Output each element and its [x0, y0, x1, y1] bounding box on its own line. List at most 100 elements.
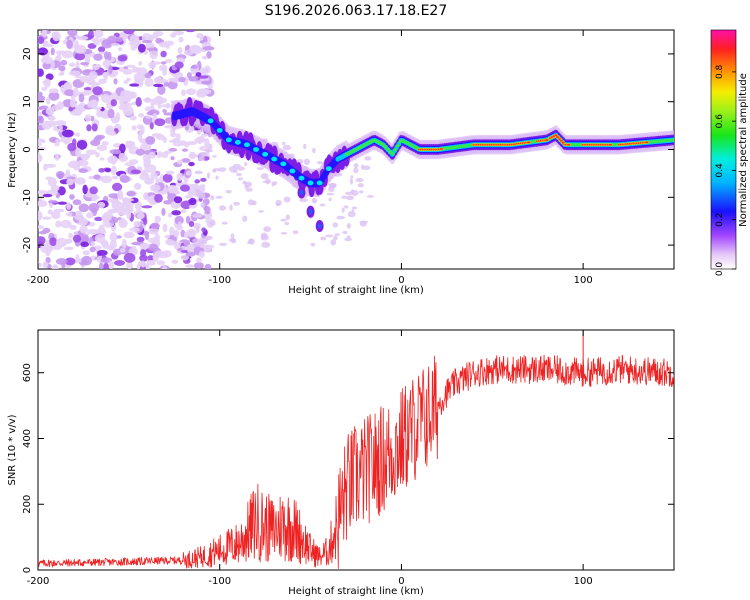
noise-cell	[76, 35, 89, 41]
noise-cell	[167, 212, 173, 218]
noise-cell	[157, 84, 166, 95]
noise-cell	[96, 249, 108, 256]
noise-cell	[57, 201, 68, 205]
noise-cell	[171, 210, 182, 216]
noise-cell	[157, 104, 162, 109]
noise-cell	[263, 226, 272, 232]
noise-cell	[150, 184, 161, 192]
noise-cell	[86, 228, 99, 235]
noise-cell	[186, 244, 192, 253]
noise-cell	[188, 229, 196, 237]
noise-cell	[64, 257, 76, 266]
branch-blob	[299, 190, 304, 196]
noise-cell	[204, 263, 212, 269]
noise-cell	[38, 210, 43, 221]
noise-cell	[79, 225, 88, 234]
noise-cell	[117, 47, 123, 52]
colorbar-tick-label: 0.0	[715, 262, 725, 277]
noise-cell	[202, 46, 215, 51]
ridge-highlight	[390, 152, 395, 156]
noise-cell	[154, 250, 166, 257]
noise-cell	[163, 81, 170, 87]
noise-cell	[67, 142, 77, 152]
noise-cell	[136, 236, 145, 243]
noise-cell	[163, 200, 172, 205]
noise-cell	[109, 239, 117, 250]
snr-y-tick-label: 0	[22, 567, 33, 573]
ridge-peak	[561, 141, 565, 144]
noise-cell	[330, 239, 337, 246]
noise-cell	[199, 88, 212, 95]
noise-cell	[359, 220, 369, 224]
noise-cell	[167, 80, 178, 90]
figure-title: S196.2026.063.17.18.E27	[265, 3, 448, 19]
noise-cell	[88, 82, 101, 86]
spectrogram-x-tick-label: 100	[574, 275, 593, 286]
noise-cell	[58, 65, 66, 72]
noise-cell	[180, 89, 186, 97]
noise-cell	[198, 250, 205, 259]
noise-cell	[143, 158, 151, 166]
noise-cell	[357, 183, 364, 188]
noise-cell	[160, 50, 167, 58]
noise-cell	[78, 217, 88, 227]
noise-cell	[104, 168, 112, 173]
noise-cell	[193, 213, 202, 217]
noise-cell	[256, 167, 264, 171]
noise-cell	[197, 135, 206, 142]
noise-cell	[186, 140, 198, 146]
noise-cell	[165, 43, 170, 50]
noise-cell	[55, 170, 65, 179]
noise-cell	[161, 207, 166, 216]
noise-cell	[355, 177, 364, 183]
noise-cell	[38, 190, 48, 195]
noise-cell	[285, 214, 291, 220]
noise-cell	[328, 197, 332, 202]
noise-cell	[146, 47, 158, 51]
noise-cell	[143, 217, 148, 226]
noise-cell	[173, 196, 183, 204]
ridge-highlight	[382, 145, 388, 149]
noise-cell	[127, 141, 136, 148]
noise-cell	[366, 195, 375, 198]
noise-cell	[351, 206, 358, 210]
ridge-peak	[566, 143, 571, 146]
noise-cell	[74, 75, 83, 79]
noise-cell	[123, 30, 135, 35]
noise-cell	[181, 208, 187, 214]
noise-cell	[237, 177, 244, 181]
noise-cell	[60, 59, 68, 66]
noise-cell	[319, 203, 326, 207]
noise-cell	[177, 159, 184, 165]
noise-cell	[349, 178, 354, 185]
noise-cell	[66, 202, 72, 210]
noise-cell	[72, 199, 82, 206]
noise-cell	[98, 224, 105, 235]
noise-cell	[69, 224, 77, 230]
noise-cell	[101, 175, 113, 184]
noise-cell	[75, 147, 82, 158]
noise-cell	[68, 62, 76, 67]
colorbar-label: Normalized spectral amplitude	[738, 73, 749, 227]
noise-cell	[188, 197, 197, 206]
ridge-spot	[207, 118, 214, 124]
noise-cell	[336, 215, 346, 220]
noise-cell	[334, 233, 340, 236]
noise-cell	[147, 243, 159, 252]
noise-cell	[149, 200, 156, 205]
noise-cell	[110, 165, 117, 176]
noise-cell	[188, 154, 200, 158]
noise-cell	[87, 43, 97, 49]
noise-cell	[162, 137, 168, 143]
noise-cell	[47, 177, 57, 187]
noise-cell	[178, 77, 186, 83]
noise-cell	[232, 170, 238, 173]
noise-cell	[90, 99, 99, 108]
noise-cell	[43, 56, 53, 65]
snr-line-layer	[38, 330, 674, 569]
noise-cell	[170, 132, 177, 138]
noise-cell	[161, 151, 169, 158]
noise-cell	[107, 198, 119, 203]
ridge-peak	[608, 143, 613, 146]
noise-cell	[157, 260, 165, 266]
